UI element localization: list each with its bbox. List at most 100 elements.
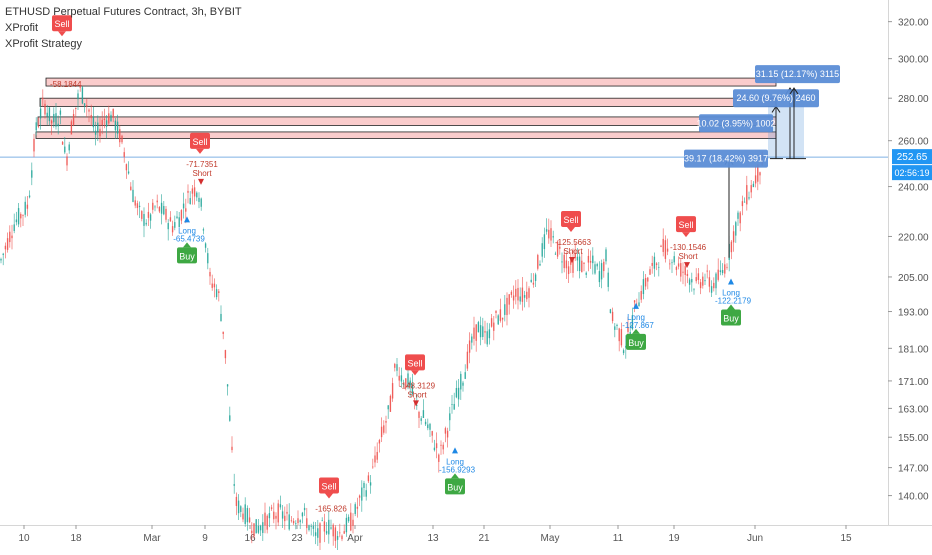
candle-body (178, 217, 180, 228)
signal-pnl: -122.2179 (715, 297, 752, 306)
long-arrow (184, 216, 190, 223)
candle-body (270, 507, 273, 509)
candle-body (572, 257, 574, 273)
x-tick-label: 23 (291, 533, 303, 544)
candle-body (704, 280, 706, 282)
candle-body (702, 276, 704, 286)
candle-body (460, 373, 462, 390)
buy-signal: Buy Long-65.4739 (173, 216, 205, 264)
candle-body (559, 246, 561, 249)
candle-body (550, 228, 552, 241)
candle-body (50, 120, 53, 124)
candle-body (671, 262, 673, 264)
candle-body (565, 260, 568, 269)
candle-body (541, 243, 543, 257)
x-tick-label: May (541, 533, 560, 544)
candle-body (46, 112, 48, 117)
buy-badge-label: Buy (447, 482, 463, 492)
candle-body (28, 195, 31, 198)
candle-body (24, 201, 26, 215)
candle-body (673, 256, 675, 263)
candle-body (556, 241, 559, 257)
sell-badge-label: Sell (192, 137, 207, 147)
sell-badge (319, 477, 339, 494)
buy-badge-pointer (183, 242, 191, 248)
candle-body (163, 206, 165, 215)
candle-body (585, 272, 587, 275)
candle-body (347, 516, 350, 522)
candle-body (167, 223, 169, 230)
candle-body (299, 520, 301, 523)
candle-body (86, 105, 88, 107)
candle-body (306, 518, 308, 529)
candle-body (682, 271, 684, 273)
sell-badge-label: Sell (321, 481, 336, 491)
signal-side: Short (407, 390, 427, 399)
candle-body (257, 525, 260, 533)
y-tick-label: 320.00 (898, 18, 929, 29)
candle-body (297, 518, 299, 524)
sell-badge-label: Sell (54, 19, 69, 29)
y-tick-label: 140.00 (898, 492, 929, 503)
candle-body (528, 288, 530, 298)
symbol-title[interactable]: ETHUSD Perpetual Futures Contract, 3h, B… (5, 6, 242, 18)
candle-body (402, 384, 405, 385)
x-tick-label: Jun (747, 533, 763, 544)
candle-body (697, 273, 700, 280)
candle-body (273, 511, 275, 520)
candle-body (211, 283, 213, 288)
x-tick-label: 10 (18, 533, 30, 544)
candle-body (488, 329, 491, 339)
signal-side: Long (178, 226, 196, 235)
y-tick-label: 205.00 (898, 273, 929, 284)
candle-body (44, 103, 46, 115)
candle-body (576, 256, 579, 261)
y-tick-label: 260.00 (898, 137, 929, 148)
indicator-xprofit[interactable]: XProfit (5, 22, 39, 34)
candle-body (361, 487, 363, 501)
candle-body (354, 504, 356, 514)
signal-pnl: -65.4739 (173, 234, 205, 243)
candle-body (596, 263, 598, 267)
candle-body (649, 269, 651, 275)
candle-body (468, 340, 471, 353)
candle-body (367, 475, 370, 482)
candle-body (279, 504, 282, 508)
candle-body (101, 119, 103, 126)
indicator-xprofit-strategy[interactable]: XProfit Strategy (5, 38, 83, 50)
signal-side: Short (192, 169, 212, 178)
short-arrow (569, 257, 575, 264)
candle-body (242, 513, 244, 520)
candle-body (451, 404, 453, 405)
candle-body (655, 263, 658, 265)
candle-body (699, 282, 702, 289)
candle-body (174, 222, 176, 228)
candle-body (141, 211, 143, 219)
buy-signal: Buy Long-122.2179 (715, 278, 752, 326)
candle-body (429, 423, 431, 430)
sell-badge (52, 15, 72, 32)
candle-body (482, 326, 484, 337)
candle-body (13, 224, 15, 231)
candle-body (121, 135, 123, 143)
measure-label: 24.60 (9.76%) 2460 (736, 93, 815, 103)
candle-body (693, 289, 695, 291)
candle-body (570, 257, 572, 265)
signal-pnl: -125.5663 (555, 238, 592, 247)
resistance-band (35, 131, 777, 139)
candle-body (33, 138, 35, 152)
candle-body (675, 267, 678, 270)
candle-body (378, 440, 381, 444)
candle-body (264, 512, 266, 526)
candle-body (611, 311, 614, 322)
candle-body (189, 198, 191, 205)
candle-body (444, 428, 447, 434)
candle-body (55, 113, 57, 127)
candle-body (180, 210, 183, 221)
candle-body (717, 269, 719, 280)
candle-body (592, 255, 594, 264)
sell-badge-pointer (325, 493, 333, 499)
